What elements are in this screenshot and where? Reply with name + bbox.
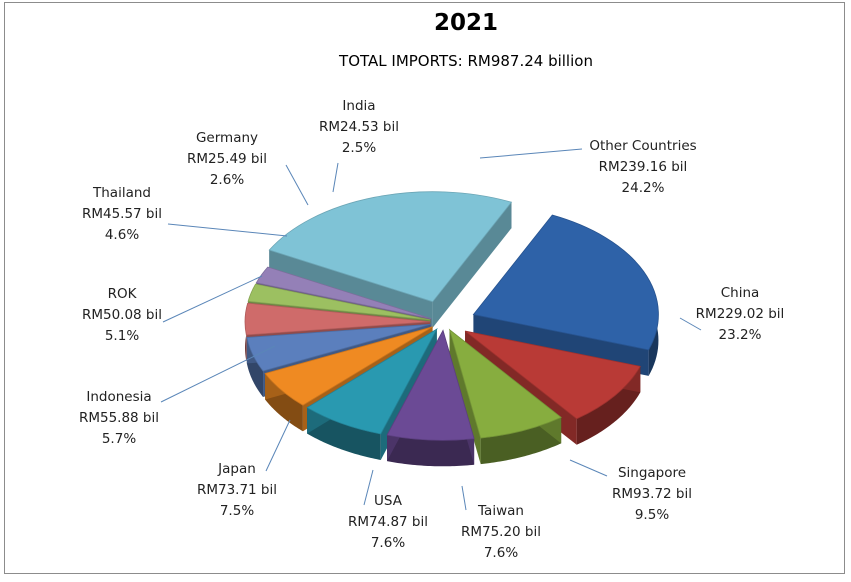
leader-line [162, 275, 263, 323]
slice-name-label: Japan [217, 461, 256, 477]
slice-value-label: RM24.53 bil [319, 119, 399, 135]
leader-line [332, 162, 339, 193]
chart-subtitle: TOTAL IMPORTS: RM987.24 billion [338, 52, 593, 70]
slice-top [244, 302, 431, 336]
slice-value-label: RM74.87 bil [348, 514, 428, 530]
slice-value-label: RM45.57 bil [82, 206, 162, 222]
slice-top [255, 266, 432, 320]
slice-labels: Other Countries RM239.16 bil 24.2% China RM2… [79, 98, 784, 561]
slice-percent-label: 5.7% [102, 431, 136, 447]
slice-percent-label: 9.5% [635, 507, 669, 523]
slice-name-label: Germany [196, 130, 258, 146]
slice-percent-label: 2.5% [342, 140, 376, 156]
slice-percent-label: 4.6% [105, 227, 139, 243]
slice-name-label: China [721, 285, 760, 301]
slice-name-label: Taiwan [477, 503, 524, 519]
slice-side [387, 435, 475, 467]
leader-line [363, 469, 374, 506]
slice-name-label: Indonesia [86, 389, 151, 405]
slice-value-label: RM50.08 bil [82, 307, 162, 323]
slice-taiwan [448, 328, 562, 465]
pie-slices [244, 191, 659, 467]
slice-side [576, 366, 641, 445]
slice-name-label: Other Countries [589, 138, 696, 154]
leader-line [265, 419, 291, 472]
slice-top [386, 329, 475, 441]
slice-top [464, 330, 641, 420]
leader-line [479, 148, 583, 159]
leader-line [679, 317, 702, 331]
leader-line [569, 459, 608, 477]
slice-top [247, 283, 431, 321]
slice-percent-label: 24.2% [622, 180, 665, 196]
leader-line [167, 223, 288, 237]
slice-edge [449, 329, 481, 465]
chart-title: 2021 [434, 10, 498, 36]
slice-edge [432, 202, 512, 328]
slice-side [480, 417, 562, 465]
slice-value-label: RM55.88 bil [79, 410, 159, 426]
slice-usa [386, 329, 475, 467]
slice-percent-label: 7.6% [484, 545, 518, 561]
slice-value-label: RM229.02 bil [696, 306, 785, 322]
leader-line [461, 485, 467, 511]
slice-value-label: RM75.20 bil [461, 524, 541, 540]
slice-value-label: RM73.71 bil [197, 482, 277, 498]
slice-value-label: RM93.72 bil [612, 486, 692, 502]
slice-percent-label: 5.1% [105, 328, 139, 344]
slice-name-label: ROK [108, 286, 138, 302]
slice-name-label: Singapore [618, 465, 686, 481]
slice-name-label: Thailand [92, 185, 151, 201]
slice-top [268, 191, 513, 303]
slice-top [472, 214, 659, 351]
slice-percent-label: 2.6% [210, 172, 244, 188]
slice-name-label: USA [374, 493, 403, 509]
leader-line [160, 345, 276, 403]
slice-name-label: India [342, 98, 375, 114]
leader-line [285, 164, 309, 206]
slice-percent-label: 23.2% [719, 327, 762, 343]
slice-value-label: RM25.49 bil [187, 151, 267, 167]
slice-value-label: RM239.16 bil [599, 159, 688, 175]
slice-percent-label: 7.5% [220, 503, 254, 519]
slice-top [246, 323, 431, 372]
slice-other-countries [268, 191, 513, 328]
slice-percent-label: 7.6% [371, 535, 405, 551]
slice-top [448, 328, 562, 439]
slice-top [306, 328, 438, 435]
slice-top [264, 326, 433, 406]
